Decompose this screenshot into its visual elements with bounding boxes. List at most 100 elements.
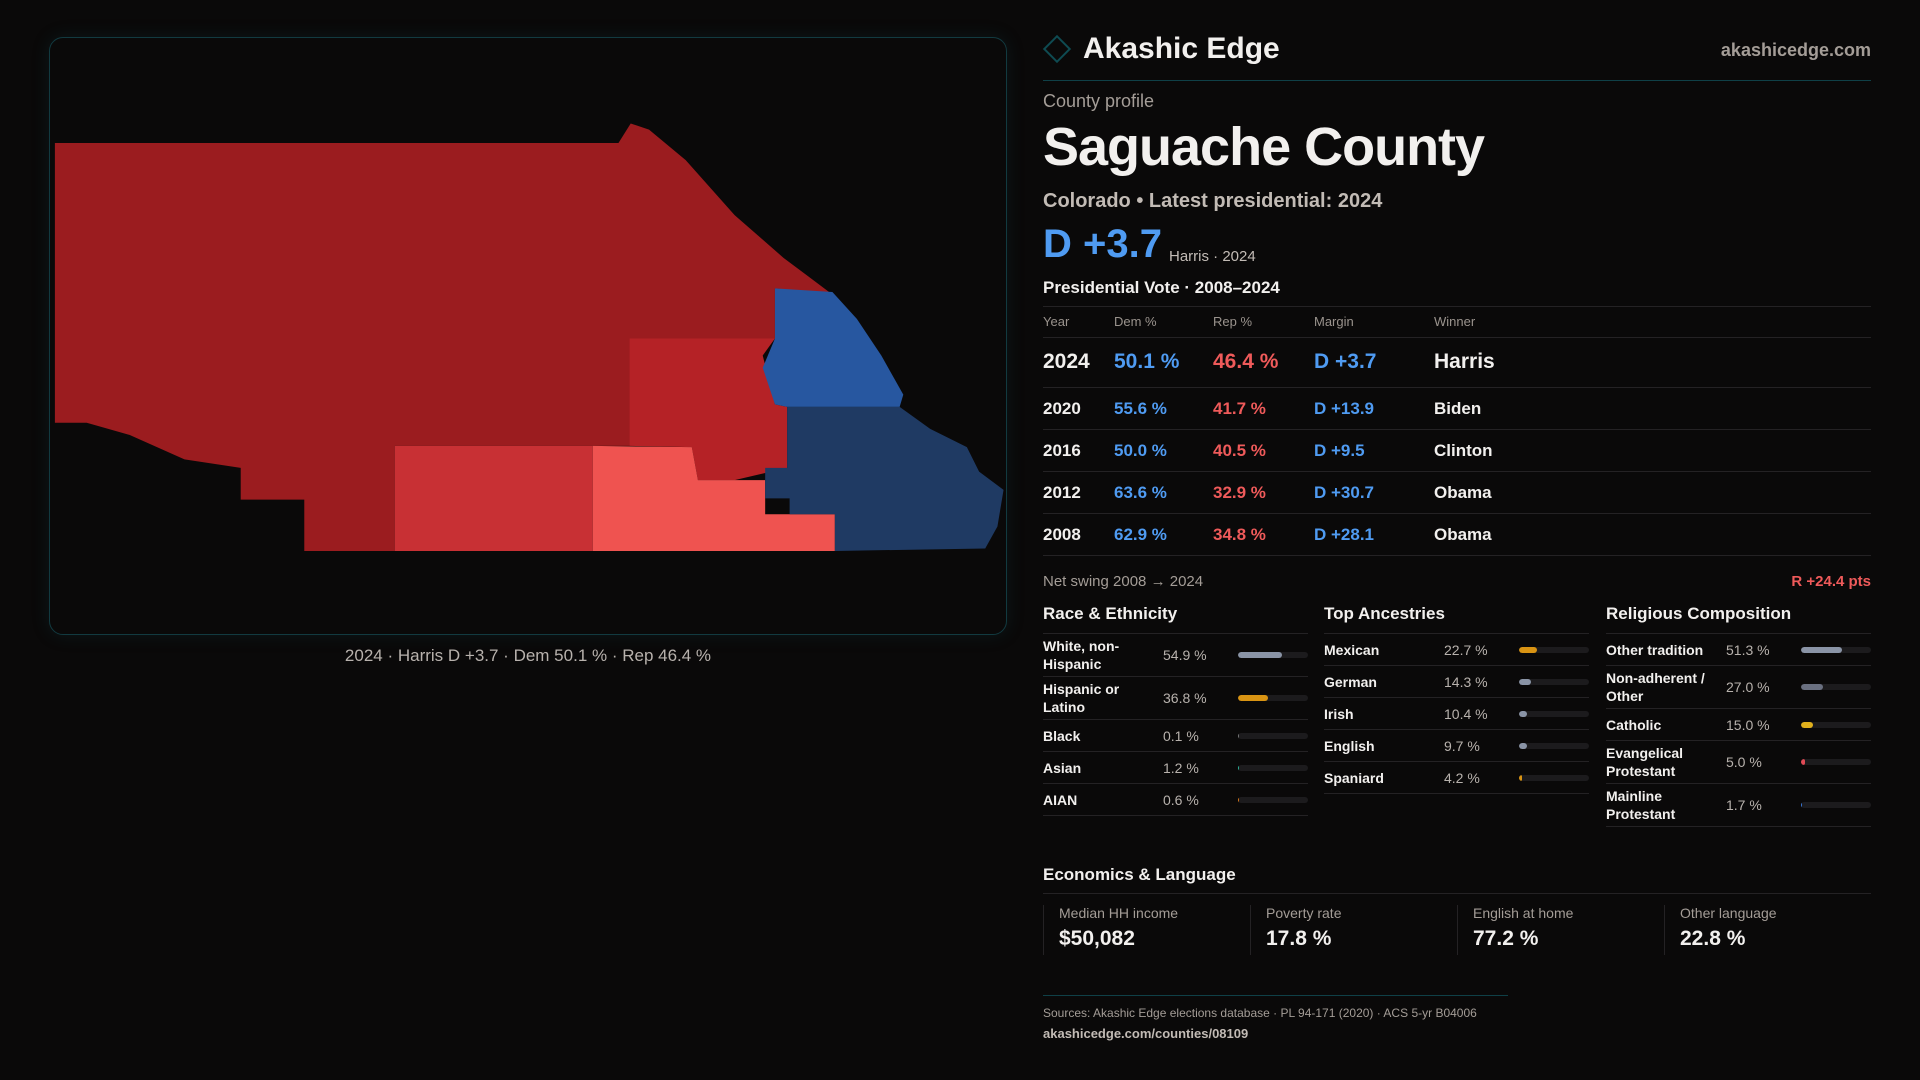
cell-margin: D +3.7 [1314,350,1377,373]
site-link[interactable]: akashicedge.com [1720,40,1871,60]
item-bar [1801,646,1871,653]
divider [1043,893,1871,894]
item-bar-fill [1238,764,1239,771]
item-bar-fill [1519,646,1538,653]
brand-name: Akashic Edge [1083,32,1280,65]
list-item: Evangelical Protestant 5.0 % [1606,741,1871,784]
list-item: English 9.7 % [1324,730,1589,762]
item-value: 0.6 % [1163,791,1199,808]
list-item: Black 0.1 % [1043,720,1308,752]
item-bar [1801,721,1871,728]
ancestry-section: Top Ancestries Mexican 22.7 % German 14.3 % I… [1324,604,1589,794]
list-item: Mexican 22.7 % [1324,634,1589,666]
item-bar-fill [1519,710,1528,717]
diamond-logo-icon [1042,34,1072,64]
precinct-lean-rep[interactable] [394,445,593,551]
item-bar-fill [1238,695,1268,701]
item-bar [1519,678,1589,685]
brand[interactable]: Akashic Edge [1042,32,1280,66]
item-value: 1.2 % [1163,759,1199,776]
precinct-strong-rep[interactable] [54,123,833,551]
list-item: Irish 10.4 % [1324,698,1589,730]
item-bar [1238,732,1308,739]
cell-rep: 46.4 % [1213,350,1279,373]
cell-winner: Harris [1434,350,1495,373]
item-value: 15.0 % [1726,716,1770,733]
swing-value: R +24.4 pts [1791,573,1871,590]
cell-dem: 50.0 % [1114,441,1167,460]
stat-label: Poverty rate [1266,905,1342,921]
stat-value: 77.2 % [1473,927,1539,950]
econ-title: Economics & Language [1043,865,1236,884]
precinct-map [54,123,1004,551]
table-row[interactable]: 2016 50.0 % 40.5 % D +9.5 Clinton [1043,430,1871,472]
county-map[interactable] [49,37,1007,635]
table-row[interactable]: 2012 63.6 % 32.9 % D +30.7 Obama [1043,472,1871,514]
list-item: Other tradition 51.3 % [1606,634,1871,666]
item-bar-fill [1801,721,1814,728]
cell-year: 2020 [1043,399,1081,418]
list-item: AIAN 0.6 % [1043,784,1308,816]
section-title: Race & Ethnicity [1043,604,1308,634]
cell-winner: Obama [1434,483,1492,502]
cell-dem: 63.6 % [1114,483,1167,502]
county-url[interactable]: akashicedge.com/counties/08109 [1043,1026,1249,1041]
headline-note: Harris · 2024 [1169,248,1256,265]
item-label: AIAN [1043,791,1078,808]
col-rep: Rep % [1213,314,1253,329]
item-value: 51.3 % [1726,641,1770,658]
divider [1043,995,1508,996]
stat-label: Median HH income [1059,905,1179,921]
col-margin: Margin [1314,314,1354,329]
item-bar [1238,796,1308,803]
subtitle: Colorado • Latest presidential: 2024 [1043,190,1383,212]
item-bar-fill [1519,774,1523,781]
col-year: Year [1043,314,1070,329]
precinct-slight-rep[interactable] [592,445,835,551]
sources: Sources: Akashic Edge elections database… [1043,1006,1477,1020]
list-item: Mainline Protestant 1.7 % [1606,784,1871,827]
map-caption: 2024 · Harris D +3.7 · Dem 50.1 % · Rep … [344,646,712,665]
cell-dem: 62.9 % [1114,525,1167,544]
divider [1043,80,1871,81]
stat-income: Median HH income $50,082 [1043,905,1250,955]
item-value: 10.4 % [1444,705,1488,722]
table-row[interactable]: 2020 55.6 % 41.7 % D +13.9 Biden [1043,388,1871,430]
list-item: Non-adherent / Other 27.0 % [1606,666,1871,709]
item-value: 5.0 % [1726,754,1762,770]
precinct-rep[interactable] [629,338,788,481]
stat-poverty: Poverty rate 17.8 % [1250,905,1457,955]
item-label: German [1324,673,1377,690]
table-row[interactable]: 2008 62.9 % 34.8 % D +28.1 Obama [1043,514,1871,556]
list-item: Catholic 15.0 % [1606,709,1871,741]
divider [1043,306,1871,307]
section-title: Religious Composition [1606,604,1871,634]
item-label: English [1324,737,1375,754]
item-value: 4.2 % [1444,769,1480,786]
item-bar [1519,646,1589,653]
stat-value: 22.8 % [1680,927,1746,950]
stat-label: Other language [1680,905,1777,921]
list-item: White, non-Hispanic 54.9 % [1043,634,1308,677]
item-value: 36.8 % [1163,690,1207,706]
item-value: 9.7 % [1444,737,1480,754]
stat-value: $50,082 [1059,927,1135,950]
table-row[interactable]: 2024 50.1 % 46.4 % D +3.7 Harris [1043,338,1871,388]
cell-dem: 55.6 % [1114,399,1167,418]
item-label: White, non-Hispanic [1043,638,1120,672]
list-item: German 14.3 % [1324,666,1589,698]
item-bar-fill [1801,646,1843,653]
item-label: Mexican [1324,641,1380,658]
swing-label: Net swing 2008 → 2024 [1043,573,1204,590]
col-dem: Dem % [1114,314,1157,329]
cell-rep: 32.9 % [1213,483,1266,502]
cell-margin: D +13.9 [1314,399,1375,418]
item-bar-fill [1519,678,1531,685]
cell-margin: D +28.1 [1314,525,1375,544]
precinct-strong-dem[interactable] [765,406,1004,551]
cell-year: 2008 [1043,525,1081,544]
item-bar [1238,764,1308,771]
cell-rep: 41.7 % [1213,399,1266,418]
precinct-dem[interactable] [762,288,904,407]
econ-stats: Median HH income $50,082 Poverty rate 17.8… [1043,905,1871,955]
